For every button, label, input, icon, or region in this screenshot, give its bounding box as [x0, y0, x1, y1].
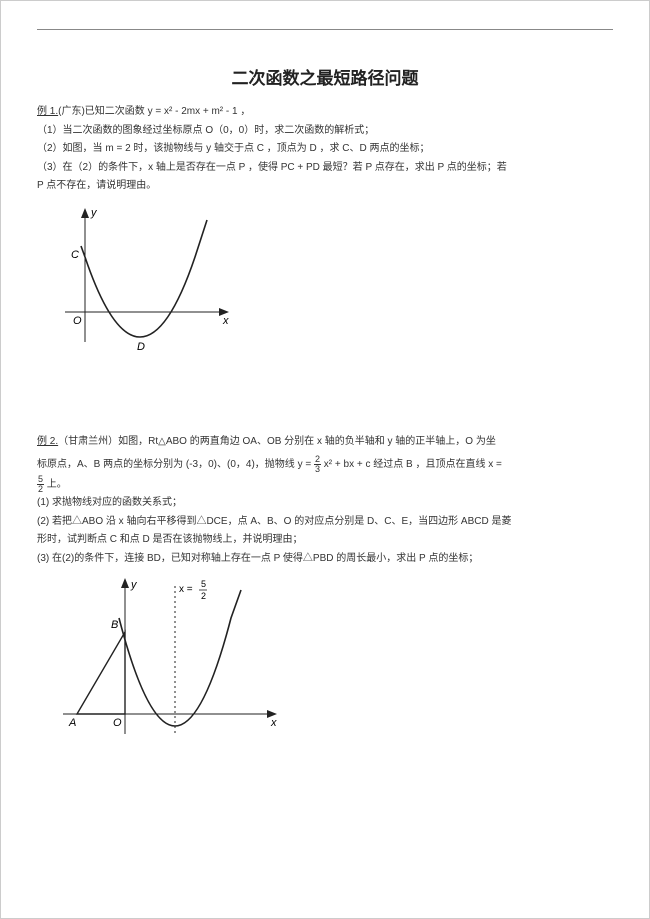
fig2-sym-n: 5	[201, 579, 206, 589]
ex2-intro-c: 52 上。	[37, 475, 613, 495]
fig1-label-D: D	[137, 341, 145, 352]
page-title: 二次函数之最短路径问题	[37, 64, 613, 89]
frac-5-2: 52	[37, 475, 44, 494]
ex1-q2: （2）如图，当 m = 2 时，该抛物线与 y 轴交于点 C ，顶点为 D ，求…	[37, 140, 613, 159]
fig2-sym-d: 2	[201, 591, 206, 601]
ex2-q1: (1) 求抛物线对应的函数关系式；	[37, 494, 613, 513]
figure-2: y x O A B x = 5 2	[55, 574, 613, 749]
ex2-q2b: 形时，试判断点 C 和点 D 是否在该抛物线上，并说明理由；	[37, 531, 613, 550]
top-rule	[37, 29, 613, 30]
fig1-label-C: C	[71, 249, 79, 261]
ex2-intro-b: 标原点，A、B 两点的坐标分别为 (-3，0)、(0，4)，抛物线 y = 23…	[37, 455, 613, 475]
ex2-src: （甘肃兰州）	[58, 436, 118, 447]
ex1-intro-text: 已知二次函数 y = x² - 2mx + m² - 1 ，	[85, 106, 251, 117]
ex2-intro-b2: x² + bx + c 经过点 B ，且顶点在直线 x =	[324, 459, 502, 470]
frac-2-3: 23	[314, 455, 321, 474]
fig2-label-O: O	[113, 717, 122, 729]
ex2-intro-b1: 标原点，A、B 两点的坐标分别为 (-3，0)、(0，4)，抛物线 y =	[37, 459, 311, 470]
ex2-q2a: (2) 若把△ABO 沿 x 轴向右平移得到△DCE，点 A、B、O 的对应点分…	[37, 513, 613, 532]
document-page: 二次函数之最短路径问题 例 1.(广东)已知二次函数 y = x² - 2mx …	[0, 0, 650, 919]
fig1-label-O: O	[73, 315, 82, 327]
fig2-sym-label: x =	[179, 584, 193, 595]
ex1-head: 例 1.	[37, 106, 58, 117]
ex2-intro-a: 例 2.（甘肃兰州）如图，Rt△ABO 的两直角边 OA、OB 分别在 x 轴的…	[37, 433, 613, 452]
fig2-label-y: y	[130, 579, 138, 591]
figure-1: y x O C D	[55, 202, 613, 357]
fig2-label-x: x	[270, 717, 277, 729]
figure-2-svg: y x O A B x = 5 2	[55, 574, 285, 744]
fig2-label-A: A	[68, 717, 76, 729]
fig2-label-B: B	[111, 619, 118, 631]
fig1-label-y: y	[90, 207, 98, 219]
ex2-intro-c-text: 上。	[47, 479, 67, 490]
ex1-q1: （1）当二次函数的图象经过坐标原点 O（0，0）时，求二次函数的解析式；	[37, 122, 613, 141]
ex1-intro: 例 1.(广东)已知二次函数 y = x² - 2mx + m² - 1 ，	[37, 103, 613, 122]
ex2-intro-a-text: 如图，Rt△ABO 的两直角边 OA、OB 分别在 x 轴的负半轴和 y 轴的正…	[118, 436, 496, 447]
ex1-q3b: P 点不存在，请说明理由。	[37, 177, 613, 196]
ex1-src: (广东)	[58, 106, 85, 117]
ex2-head: 例 2.	[37, 436, 58, 447]
fig1-label-x: x	[222, 315, 229, 327]
ex1-q3a: （3）在（2）的条件下，x 轴上是否存在一点 P ，使得 PC + PD 最短？…	[37, 159, 613, 178]
figure-1-svg: y x O C D	[55, 202, 235, 352]
ex2-q3: (3) 在(2)的条件下，连接 BD，已知对称轴上存在一点 P 使得△PBD 的…	[37, 550, 613, 569]
